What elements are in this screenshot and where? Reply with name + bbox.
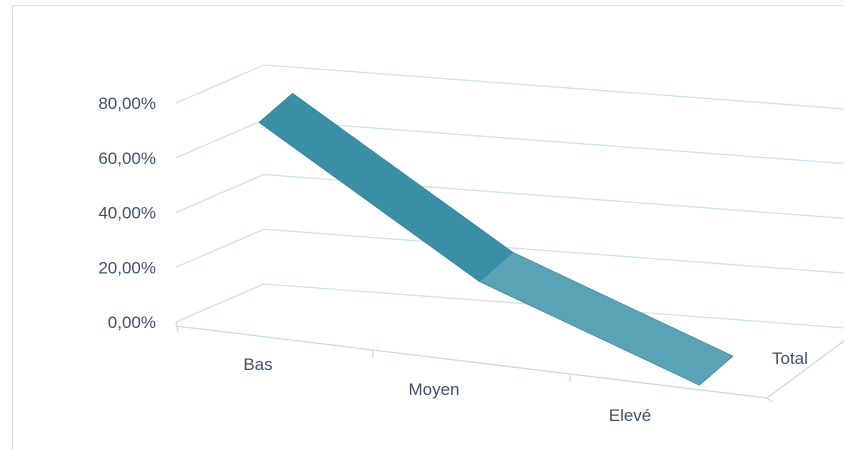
ribbon-segment	[258, 92, 514, 282]
ribbon-segment	[478, 251, 734, 386]
chart-frame	[12, 5, 843, 450]
category-axis-line	[175, 325, 768, 399]
series-ribbon	[258, 92, 734, 386]
gridline	[175, 64, 844, 110]
y-tick-label: 40,00%	[98, 204, 156, 223]
x-tick-label: Bas	[243, 355, 272, 374]
depth-axis-tick	[766, 397, 774, 403]
y-tick-label: 20,00%	[98, 258, 156, 277]
depth-axis-line	[766, 340, 844, 399]
y-tick-label: 60,00%	[98, 149, 156, 168]
y-tick-label: 0,00%	[108, 313, 156, 332]
x-tick-labels: Bas Moyen Elevé	[243, 355, 651, 425]
y-tick-labels: 0,00% 20,00% 40,00% 60,00% 80,00%	[98, 94, 156, 332]
x-tick-label: Elevé	[609, 406, 652, 425]
depth-tick-label: Total	[772, 349, 808, 368]
gridline	[175, 173, 844, 219]
gridline	[175, 228, 844, 274]
x-tick-label: Moyen	[408, 380, 459, 399]
gridline	[175, 283, 844, 329]
y-tick-label: 80,00%	[98, 94, 156, 113]
category-axis-tick	[175, 321, 179, 333]
axes	[175, 321, 844, 403]
depth-tick-labels: Total	[772, 349, 808, 368]
